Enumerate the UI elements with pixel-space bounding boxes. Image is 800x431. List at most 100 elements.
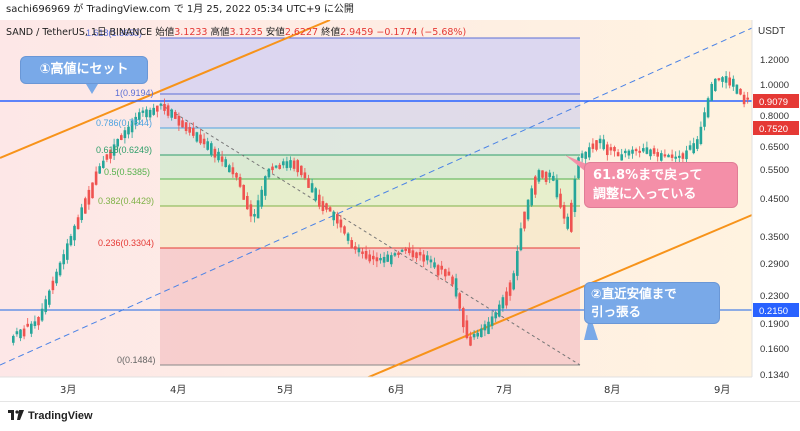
candle-body <box>30 323 33 334</box>
callout-pull-low-line1: ②直近安値まで <box>591 286 677 301</box>
price-badge-text: 0.7520 <box>759 124 788 135</box>
candle-body <box>534 176 537 195</box>
candle-body <box>588 147 591 158</box>
candle-body <box>699 126 703 145</box>
candle-body <box>580 153 584 158</box>
candle-body <box>325 203 328 210</box>
price-chart[interactable]: 1.618(1.3653) 1(0.9194) 0.786(0.7544) 0.… <box>0 20 800 401</box>
tradingview-logo-icon <box>8 410 24 420</box>
fib-label-0786: 0.786(0.7544) <box>96 118 152 128</box>
callout-retrace-line1: 61.8%まで戻って <box>593 168 703 183</box>
candle-body <box>465 320 469 339</box>
currency-label[interactable]: USDT <box>758 26 786 37</box>
candle-body <box>346 233 350 241</box>
candle-body <box>483 324 487 331</box>
candle-body <box>386 254 389 262</box>
candle-body <box>555 179 559 198</box>
candle-body <box>350 240 353 249</box>
symbol-pair[interactable]: SAND / TetherUS, 1日 <box>6 27 107 38</box>
close-label: 終値 <box>321 27 341 38</box>
candle-body <box>480 328 483 338</box>
candle-body <box>559 193 562 208</box>
candle-body <box>397 252 400 255</box>
candle-body <box>80 207 83 221</box>
candle-body <box>228 165 231 173</box>
candle-body <box>120 135 123 140</box>
candle-body <box>714 78 717 91</box>
candle-body <box>87 189 91 205</box>
candle-body <box>584 151 587 159</box>
candle-body <box>51 280 55 291</box>
price-tick: 0.6500 <box>760 142 789 153</box>
candle-body <box>296 160 299 173</box>
candle-body <box>642 148 645 152</box>
candle-body <box>685 150 688 160</box>
candle-body <box>516 250 519 276</box>
candle-body <box>382 256 386 263</box>
candle-body <box>44 299 47 313</box>
candle-body <box>26 323 29 327</box>
candle-body <box>314 188 317 201</box>
candle-body <box>393 253 397 256</box>
candle-body <box>444 269 447 277</box>
candle-body <box>235 173 238 178</box>
candle-body <box>505 291 508 306</box>
candle-body <box>55 271 58 284</box>
candle-body <box>519 228 523 251</box>
symbol-exchange: BINANCE <box>109 27 153 38</box>
candle-body <box>328 207 332 212</box>
price-tick: 0.3500 <box>760 232 789 243</box>
callout-set-high-text: ①高値にセット <box>39 62 129 77</box>
candle-body <box>544 171 548 182</box>
candle-body <box>310 183 314 193</box>
candle-body <box>231 167 235 175</box>
candle-body <box>548 172 551 178</box>
candle-body <box>624 150 627 154</box>
candle-body <box>454 278 458 297</box>
candle-body <box>562 205 566 219</box>
candle-body <box>300 165 303 176</box>
candle-body <box>498 304 501 317</box>
tradingview-logo[interactable]: TradingView <box>8 410 93 422</box>
price-tick: 0.5500 <box>760 165 789 176</box>
price-tick: 1.2000 <box>760 55 789 66</box>
price-badge: 0.2150 <box>753 303 799 317</box>
candle-body <box>112 144 116 156</box>
candle-body <box>746 97 749 100</box>
candle-body <box>469 336 472 346</box>
candle-body <box>343 226 346 234</box>
footer-bar: TradingView <box>0 401 800 431</box>
candle-body <box>22 328 26 337</box>
candle-body <box>645 147 649 154</box>
low-value: 2.6227 <box>284 27 319 38</box>
candle-body <box>170 109 173 118</box>
candle-body <box>739 88 742 95</box>
fib-label-0236: 0.236(0.3304) <box>98 238 154 248</box>
candle-body <box>184 122 188 131</box>
open-label: 始値 <box>155 27 175 38</box>
candle-body <box>321 201 325 212</box>
candle-body <box>166 105 170 116</box>
price-axis-bg <box>752 20 800 377</box>
fib-label-0382: 0.382(0.4429) <box>98 196 154 206</box>
high-value: 3.1235 <box>229 27 263 38</box>
candle-body <box>357 248 361 253</box>
fib-labels: 1.618(1.3653) 1(0.9194) 0.786(0.7544) 0.… <box>86 28 156 365</box>
price-badge: 0.7520 <box>753 121 799 135</box>
candle-body <box>656 152 659 157</box>
candle-body <box>724 76 728 83</box>
candle-body <box>742 94 746 105</box>
price-axis-ticks: 1.2000 1.0000 0.8000 0.6500 0.5500 0.4500 0.35… <box>760 55 789 381</box>
candle-body <box>76 217 80 230</box>
candle-body <box>145 109 148 118</box>
candle-body <box>721 77 724 82</box>
candle-body <box>206 141 209 150</box>
time-label: 9月 <box>714 384 730 396</box>
candle-body <box>490 316 494 326</box>
time-axis-labels: 3月 4月 5月 6月 7月 8月 9月 <box>60 384 730 396</box>
candle-body <box>530 188 533 206</box>
candle-body <box>688 145 692 150</box>
candle-body <box>361 251 364 254</box>
candle-body <box>264 176 267 196</box>
candle-body <box>48 290 51 305</box>
